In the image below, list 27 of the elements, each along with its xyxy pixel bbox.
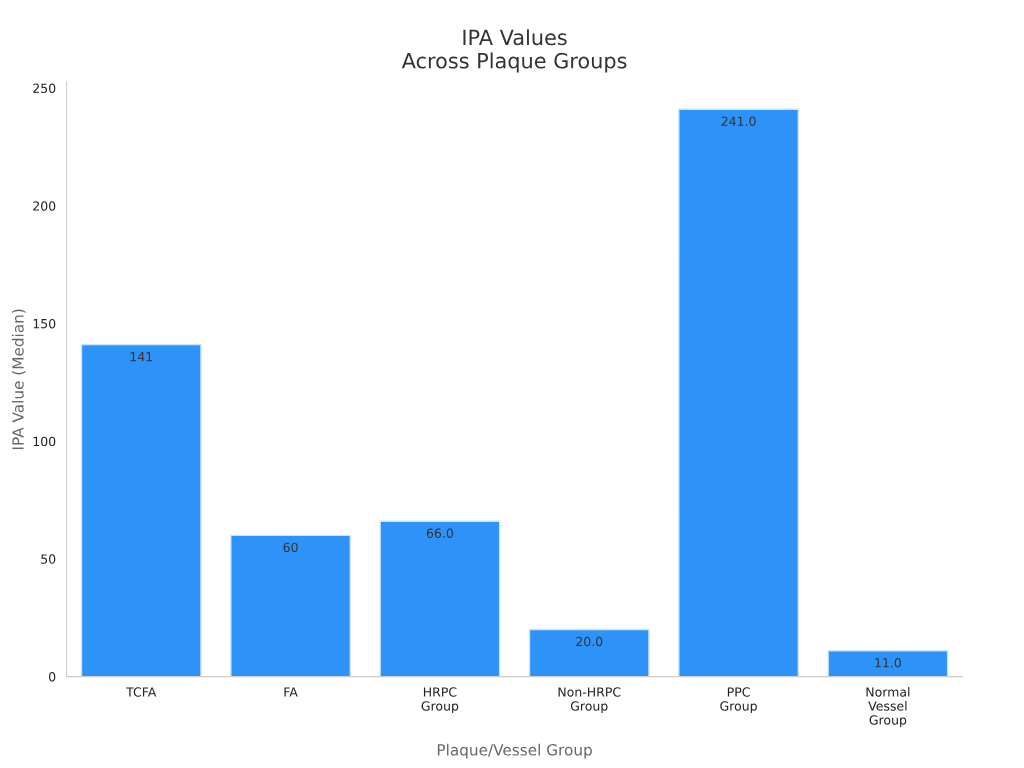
data-label: 241.0	[721, 116, 756, 126]
data-label: 11.0	[875, 658, 901, 668]
data-label: 20.0	[576, 636, 603, 647]
x-axis-title: Plaque/Vessel Group	[437, 743, 592, 759]
y-tick-label: 200	[33, 201, 56, 211]
data-label: 141	[130, 352, 152, 362]
y-axis-title: IPA Value (Median)	[11, 309, 26, 450]
x-tick-label: HRPC Group	[421, 687, 459, 714]
y-tick-label: 50	[41, 554, 56, 564]
x-tick-label: PPC Group	[720, 687, 757, 714]
data-label: 60	[283, 542, 298, 553]
x-tick-label: TCFA	[126, 687, 157, 697]
y-tick-label: 150	[33, 318, 56, 329]
bar	[678, 108, 799, 677]
chart-title: IPA Values Across Plaque Groups	[401, 29, 627, 73]
y-tick-label: 100	[33, 436, 56, 447]
bar	[379, 520, 501, 677]
y-tick-label: 250	[33, 83, 56, 93]
bar	[80, 343, 202, 677]
x-tick-label: Normal Vessel Group	[866, 687, 910, 728]
x-tick-label: FA	[284, 687, 298, 697]
bar	[827, 650, 949, 677]
y-tick-label: 0	[49, 672, 56, 682]
data-label: 66.0	[426, 528, 453, 538]
bar	[230, 534, 351, 677]
x-tick-label: Non-HRPC Group	[558, 687, 621, 714]
bar	[528, 628, 650, 677]
